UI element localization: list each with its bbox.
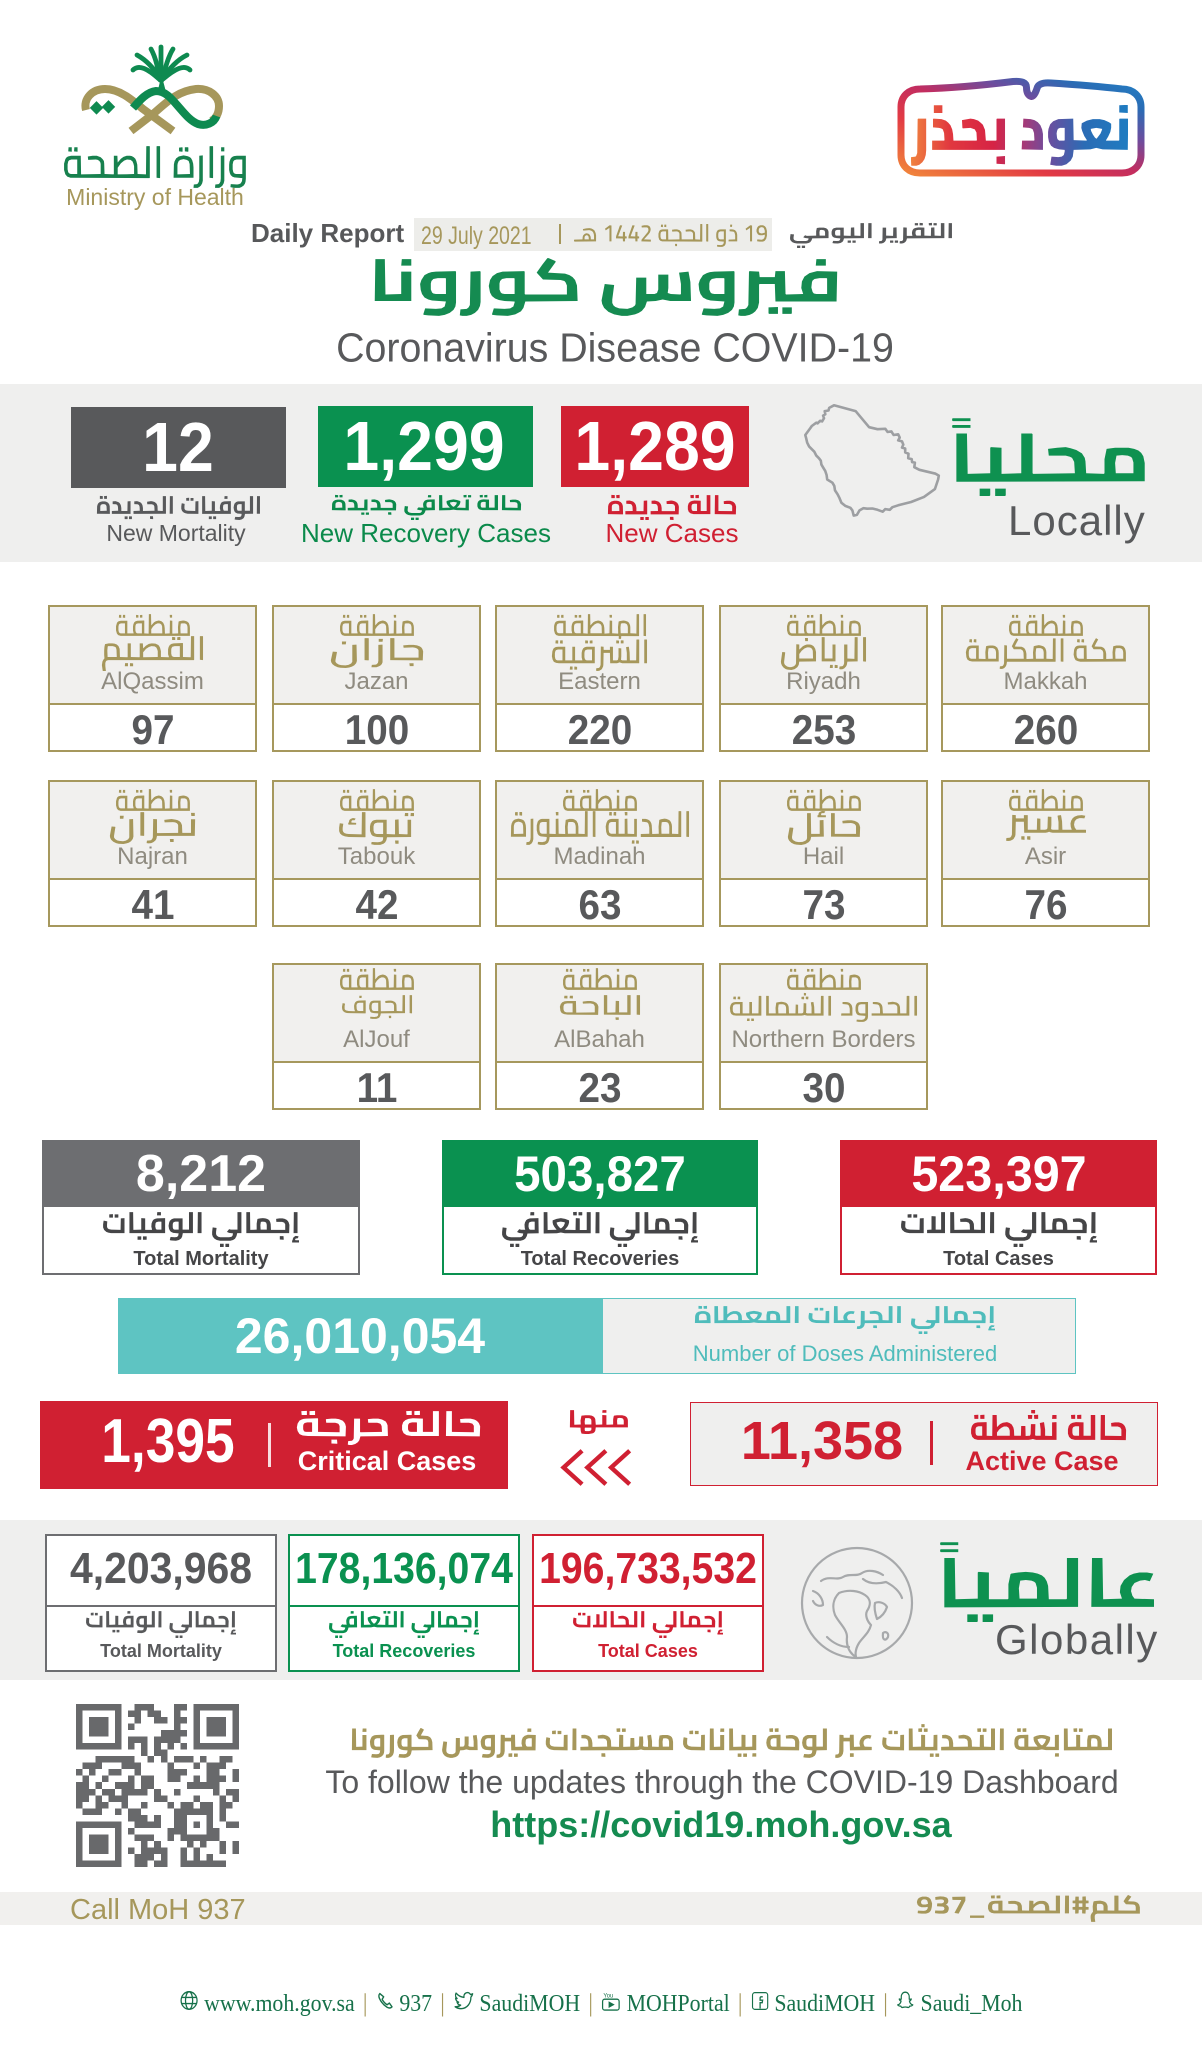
svg-text:You: You bbox=[604, 1992, 614, 1999]
